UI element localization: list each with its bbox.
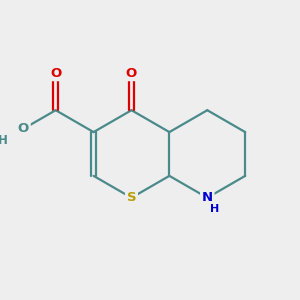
Text: H: H: [210, 204, 219, 214]
Text: N: N: [202, 191, 213, 204]
Text: O: O: [126, 67, 137, 80]
Text: S: S: [127, 191, 136, 204]
Text: H: H: [0, 134, 8, 147]
Text: O: O: [50, 67, 61, 80]
Text: O: O: [18, 122, 29, 135]
